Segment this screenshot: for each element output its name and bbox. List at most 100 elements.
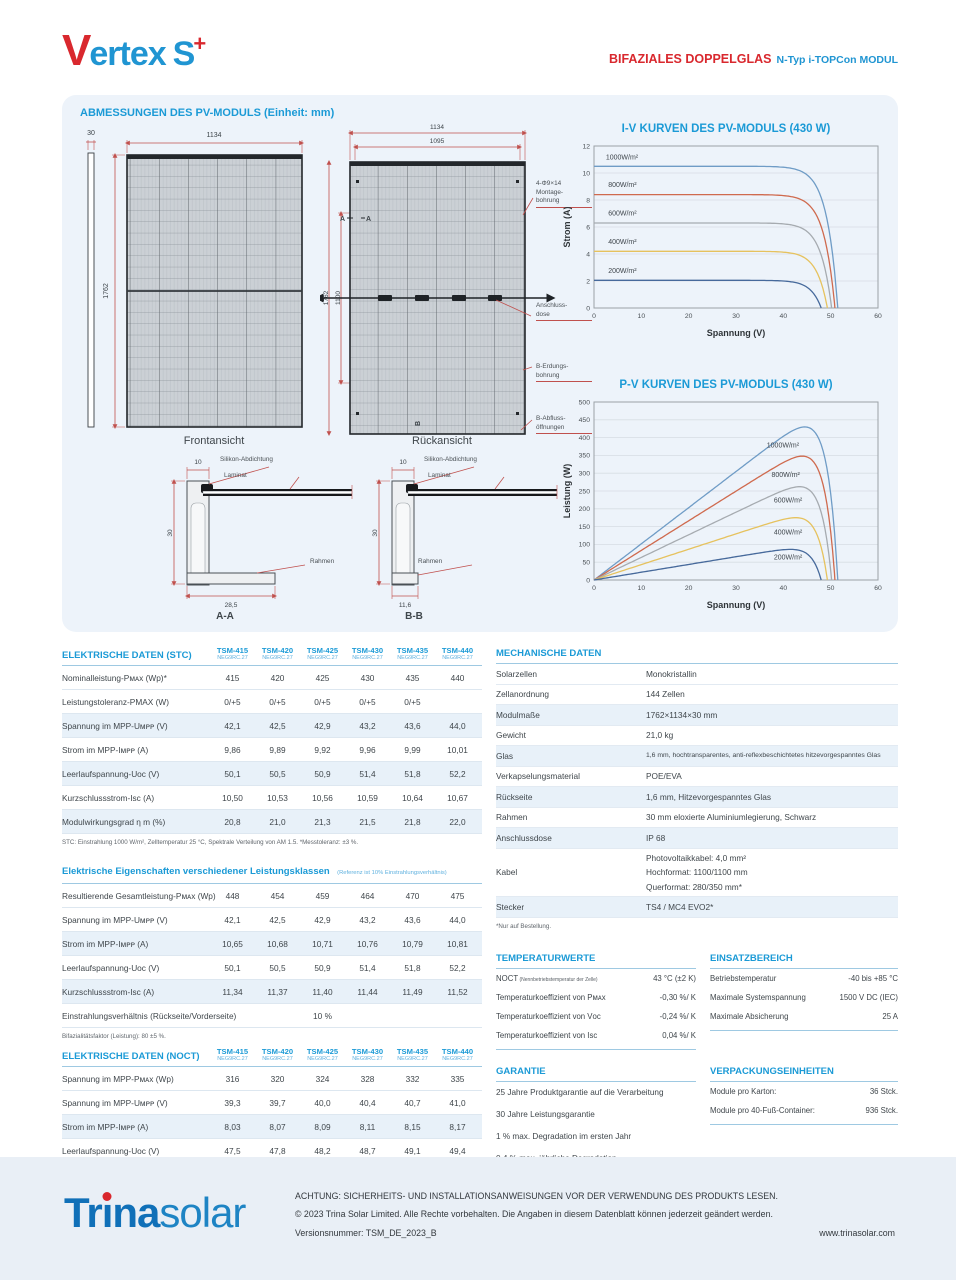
series-label: 1000W/m²	[767, 443, 800, 450]
warranty-title: GARANTIE	[496, 1066, 696, 1082]
table-row: Module pro 40-Fuß-Container: 936 Stck.	[710, 1101, 898, 1120]
row-value: 42,5	[269, 720, 286, 731]
x-tick-label: 10	[638, 585, 646, 592]
aa-callout-leaders	[208, 466, 306, 574]
row-value: 22,0	[449, 816, 466, 827]
vertex-logo-plus: +	[193, 31, 207, 56]
model-name: TSM-440	[441, 646, 474, 655]
row-value: 464	[360, 890, 375, 901]
row-value: 415	[225, 672, 240, 683]
y-tick-label: 4	[586, 251, 590, 258]
table-row: Temperaturkoeffizient von Pᴍᴀx -0,30 %/ K	[496, 988, 696, 1007]
application-block: EINSATZBEREICH Betriebstemperatur -40 bis…	[710, 953, 898, 1050]
row-label: Strom im MPP-Iᴍᴘᴘ (A)	[62, 744, 149, 755]
row-value: 49,1	[404, 1145, 421, 1156]
row-value: 0,04 %/ K	[662, 1030, 696, 1040]
row-value: 25 A	[882, 1011, 898, 1021]
row-value: 8,09	[314, 1121, 331, 1132]
row-label: Kabel	[496, 867, 518, 878]
y-tick-label: 250	[579, 488, 591, 495]
row-label: Stecker	[496, 901, 525, 912]
row-label: Leerlaufspannung-Uᴏᴄ (V)	[62, 962, 160, 973]
footer-version-line: Versionsnummer: TSM_DE_2023_B	[295, 1227, 437, 1238]
model-name: TSM-420	[261, 1047, 294, 1056]
bb-bottom-dim: 11,6	[391, 586, 419, 609]
trina-logo-text: Trına	[64, 1189, 160, 1236]
footer-copyright-line: © 2023 Trina Solar Limited. Alle Rechte …	[295, 1209, 773, 1220]
row-value: 448	[225, 890, 240, 901]
row-value: 8,07	[269, 1121, 286, 1132]
bb-laminate-callout: Laminat	[428, 472, 451, 479]
table-row: Kurzschlussstrom-Isᴄ (A) 11,34 11,37 11,40 1…	[62, 980, 482, 1004]
svg-text:B: B	[415, 421, 422, 426]
x-tick-label: 20	[685, 585, 693, 592]
vertex-logo: Vertex S+	[62, 26, 206, 76]
row-value: 44,0	[449, 914, 466, 925]
pv-chart: 1000W/m² 800W/m² 600W/m² 400W/m² 200W/m² 0 10 2…	[562, 399, 882, 610]
row-value: TS4 / MC4 EVO2*	[646, 901, 714, 912]
pv-plot-frame	[593, 401, 879, 581]
front-height-dim: 1762	[103, 153, 125, 429]
row-value: 440	[450, 672, 465, 683]
row-value: 42,9	[314, 914, 331, 925]
row-value: 454	[270, 890, 285, 901]
mechanical-table: Solarzellen Monokristallin Zellanordnung 14…	[496, 664, 898, 918]
footer-text: ACHTUNG: SICHERHEITS- UND INSTALLATIONSA…	[295, 1187, 895, 1242]
y-tick-label: 6	[586, 224, 590, 231]
rear-inner-width-dim-label: 1095	[430, 138, 445, 145]
table-row: Verkapselungsmaterial POE/EVA	[496, 767, 898, 787]
row-value: 11,44	[357, 986, 378, 997]
front-depth-dim-label: 30	[87, 130, 95, 137]
power-classes-footnote: Bifazialitätsfaktor (Leistung): 80 ±5 %.	[62, 1033, 166, 1040]
row-label: Spannung im MPP-Uᴍᴘᴘ (V)	[62, 1097, 168, 1108]
row-label: Nominalleistung-Pᴍᴀx (Wp)*	[62, 672, 167, 683]
row-value: 1,6 mm, hochtransparentes, anti-reflexbe…	[646, 752, 881, 760]
y-tick-label: 450	[579, 417, 591, 424]
row-value: -0,24 %/ K	[659, 1011, 696, 1021]
row-value: 475	[450, 890, 465, 901]
table-header: ELEKTRISCHE DATEN (NOCT) TSM-415 NEG9RC.27…	[62, 1047, 482, 1067]
aa-top-dim: 10	[186, 459, 210, 479]
model-column-header: TSM-425 NEG9RC.27	[300, 646, 345, 661]
series-label: 400W/m²	[774, 529, 803, 536]
row-value: 43,6	[404, 914, 421, 925]
table-row: Maximale Systemspannung 1500 V DC (IEC)	[710, 988, 898, 1007]
x-tick-label: 40	[780, 585, 788, 592]
bb-height-dim-label: 30	[372, 529, 379, 537]
y-tick-label: 50	[582, 560, 590, 567]
row-label: Rückseite	[496, 791, 533, 802]
front-width-dim-label: 1134	[206, 132, 221, 139]
table-row: Einstrahlungsverhältnis (Rückseite/Vorde…	[62, 1004, 482, 1028]
junction-box-annotation: Anschluss- dose	[536, 302, 592, 322]
row-value: 43 °C (±2 K)	[653, 973, 696, 983]
model-code: NEG9RC.27	[307, 655, 338, 661]
rear-view-diagram: 1134 1095 1762 1100	[320, 124, 556, 436]
row-value: 48,2	[314, 1145, 331, 1156]
rear-width-dim-label: 1134	[430, 124, 444, 131]
module-type-red: BIFAZIALES DOPPELGLAS	[608, 52, 772, 66]
pv-curves: 1000W/m² 800W/m² 600W/m² 400W/m² 200W/m²	[593, 426, 839, 581]
rear-inner-width-dim: 1095	[353, 138, 522, 160]
row-label: Temperaturkoeffizient von Vᴏᴄ	[496, 1011, 601, 1021]
mounting-hole-annotation: 4-Φ9×14 Montage- bohrung	[536, 180, 592, 208]
trinasolar-logo: Trınasolar	[64, 1189, 246, 1237]
row-value: 42,5	[269, 914, 286, 925]
row-label: Maximale Absicherung	[710, 1011, 789, 1021]
vertex-logo-ertex: ertex	[89, 35, 166, 73]
row-value: 51,4	[359, 962, 376, 973]
model-code: NEG9RC.27	[442, 655, 473, 661]
table-row: Modulmaße 1762×1134×30 mm	[496, 705, 898, 726]
series-200W/m²	[594, 279, 822, 309]
table-title: ELEKTRISCHE DATEN (NOCT)	[62, 1051, 200, 1062]
y-tick-label: 400	[579, 435, 591, 442]
row-value: 320	[270, 1073, 285, 1084]
table-row: Betriebstemperatur -40 bis +85 °C	[710, 969, 898, 988]
row-value: 9,86	[224, 744, 241, 755]
model-code: NEG9RC.27	[262, 1056, 293, 1062]
row-value: 20,8	[224, 816, 241, 827]
row-value: 40,4	[359, 1097, 376, 1108]
footer-website-link[interactable]: www.trinasolar.com	[819, 1227, 895, 1238]
x-tick-label: 50	[827, 313, 835, 320]
aa-laminate-callout: Laminat	[224, 472, 247, 479]
model-column-header: TSM-440 NEG9RC.27	[435, 1047, 480, 1062]
